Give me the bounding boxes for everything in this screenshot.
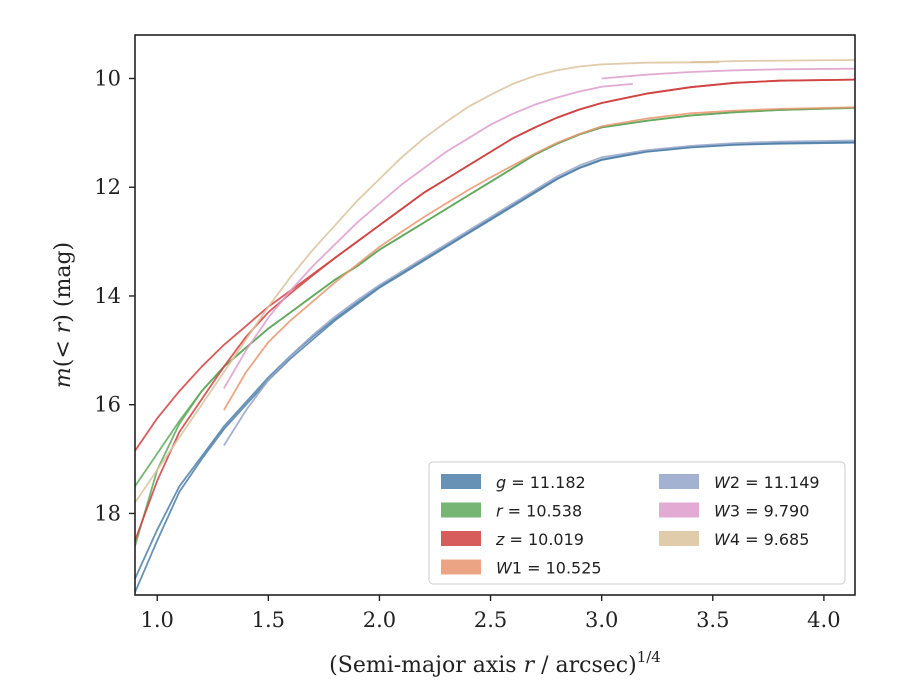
x-tick-label: 1.0 [141,608,174,632]
legend-swatch [441,502,481,518]
x-tick-label: 2.0 [363,608,396,632]
series-line-5 [223,139,856,446]
series-line-2-b [134,107,856,487]
y-axis-title: m(< r) (mag) [51,242,76,388]
y-tick-label: 18 [94,501,121,525]
x-tick-label: 3.0 [585,608,618,632]
legend-swatch [659,474,699,489]
x-tick-label: 3.5 [696,608,729,632]
legend-swatch [441,531,481,546]
x-tick-label: 2.5 [474,608,507,632]
legend-box [428,461,846,585]
x-tick-label: 4.0 [807,608,840,632]
y-tick-label: 16 [94,393,121,417]
series-line-3 [134,78,856,452]
plot-frame [134,34,856,596]
legend: g = 11.182 r = 10.538 z = 10.019 W1 = 10.52… [428,461,846,585]
legend-label: W4 = 9.685 [714,530,809,549]
legend-swatch [659,531,699,546]
legend-entries: g = 11.182 r = 10.538 z = 10.019 W1 = 10.52… [441,473,820,578]
legend-label: W2 = 11.149 [714,473,820,492]
legend-label: z = 10.019 [495,530,584,549]
legend-label: W1 = 10.525 [496,559,602,578]
legend-swatch [659,502,699,518]
ticks-layer: 1.0 1.5 2.0 2.5 3.0 3.5 4.0 10 12 14 16 18 [94,66,840,632]
series-line-6 [223,83,633,389]
y-tick-label: 12 [94,175,121,199]
legend-swatch [441,559,481,575]
series-line-7 [134,61,720,504]
series-line-4 [223,106,856,411]
series-layer [134,59,856,593]
legend-label: g = 11.182 [496,473,586,492]
x-axis-title: (Semi-major axis r / arcsec)1/4 [329,648,661,678]
series-line-1-b [134,141,856,580]
y-tick-label: 10 [94,66,121,90]
legend-label: W3 = 9.790 [714,502,809,521]
series-line-7-b [690,59,856,64]
series-line-6-b [601,67,856,80]
x-tick-label: 1.5 [252,608,285,632]
y-tick-label: 14 [94,284,121,308]
series-line-3-b [134,78,856,541]
legend-swatch [441,474,481,489]
legend-label: r = 10.538 [496,502,582,521]
